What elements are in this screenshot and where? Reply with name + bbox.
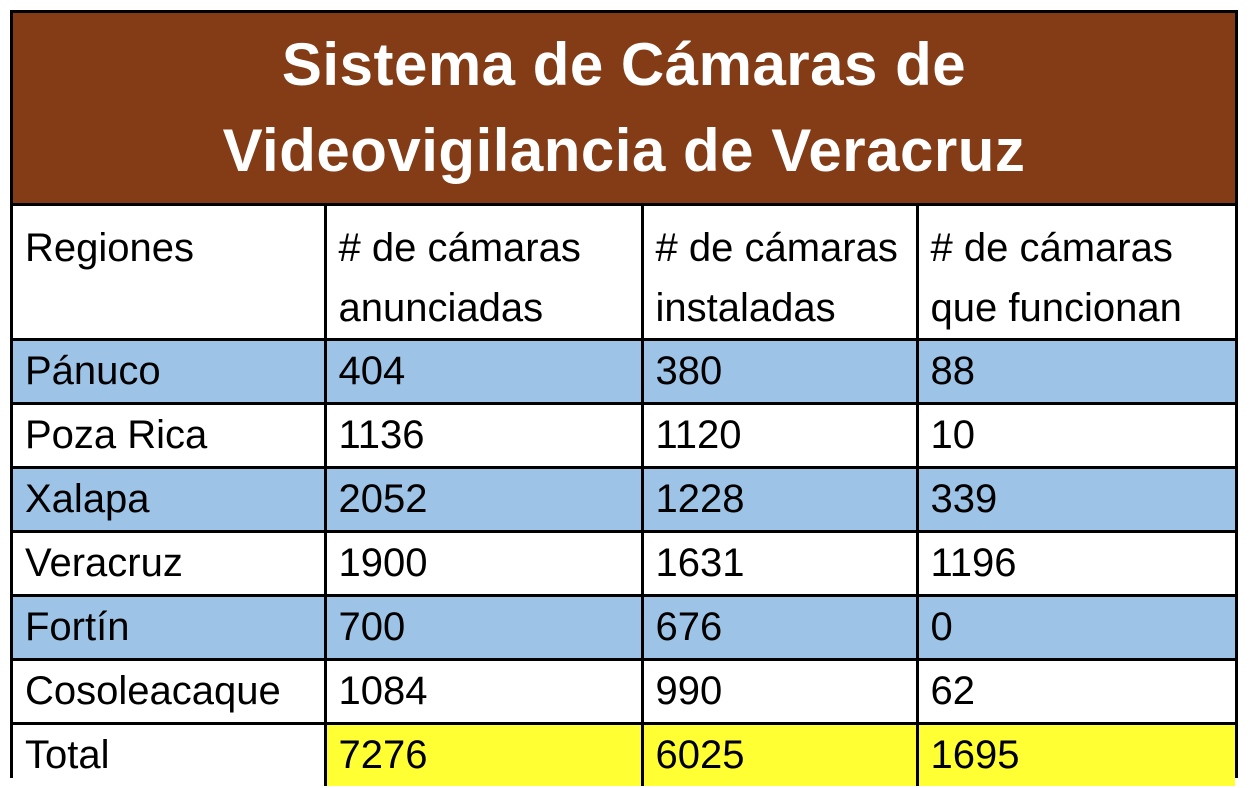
region-cell: Poza Rica <box>13 402 327 469</box>
table-row: Fortín 700 676 0 <box>13 594 1235 661</box>
region-cell: Veracruz <box>13 530 327 597</box>
table-row: Pánuco 404 380 88 <box>13 338 1235 405</box>
total-label-cell: Total <box>13 722 327 786</box>
installed-cell: 1228 <box>640 466 919 533</box>
working-cell: 0 <box>915 594 1235 661</box>
working-cell: 10 <box>915 402 1235 469</box>
installed-cell: 676 <box>640 594 919 661</box>
announced-cell: 404 <box>323 338 644 405</box>
table-row: Cosoleacaque 1084 990 62 <box>13 658 1235 725</box>
header-instaladas-line-2: instaladas <box>655 286 836 330</box>
header-row: Regiones # de cámaras anunciadas # de cá… <box>13 206 1235 341</box>
table-row: Poza Rica 1136 1120 10 <box>13 402 1235 469</box>
header-cell-regiones: Regiones <box>13 206 327 341</box>
announced-cell: 700 <box>323 594 644 661</box>
installed-cell: 380 <box>640 338 919 405</box>
working-cell: 88 <box>915 338 1235 405</box>
table-frame: Sistema de Cámaras de Videovigilancia de… <box>10 10 1238 786</box>
region-cell: Xalapa <box>13 466 327 533</box>
header-cell-instaladas: # de cámaras instaladas <box>640 206 919 341</box>
header-regiones-line-1: Regiones <box>25 226 195 270</box>
header-funcionan-line-2: que funcionan <box>930 286 1182 330</box>
data-table: Regiones # de cámaras anunciadas # de cá… <box>13 206 1235 786</box>
announced-cell: 1900 <box>323 530 644 597</box>
installed-cell: 990 <box>640 658 919 725</box>
installed-cell: 1631 <box>640 530 919 597</box>
header-funcionan-line-1: # de cámaras <box>930 226 1173 270</box>
total-working-cell: 1695 <box>915 722 1235 786</box>
installed-cell: 1120 <box>640 402 919 469</box>
announced-cell: 1084 <box>323 658 644 725</box>
header-instaladas-line-1: # de cámaras <box>655 226 898 270</box>
table-title: Sistema de Cámaras de Videovigilancia de… <box>13 13 1235 206</box>
region-cell: Fortín <box>13 594 327 661</box>
total-announced-cell: 7276 <box>323 722 644 786</box>
working-cell: 339 <box>915 466 1235 533</box>
region-cell: Pánuco <box>13 338 327 405</box>
working-cell: 62 <box>915 658 1235 725</box>
table-row: Xalapa 2052 1228 339 <box>13 466 1235 533</box>
announced-cell: 2052 <box>323 466 644 533</box>
total-row: Total 7276 6025 1695 <box>13 722 1235 786</box>
header-anunciadas-line-1: # de cámaras <box>338 226 581 270</box>
announced-cell: 1136 <box>323 402 644 469</box>
region-cell: Cosoleacaque <box>13 658 327 725</box>
total-installed-cell: 6025 <box>640 722 919 786</box>
table-row: Veracruz 1900 1631 1196 <box>13 530 1235 597</box>
title-line-1: Sistema de Cámaras de <box>281 31 967 98</box>
header-cell-anunciadas: # de cámaras anunciadas <box>323 206 644 341</box>
header-anunciadas-line-2: anunciadas <box>338 286 544 330</box>
title-line-2: Videovigilancia de Veracruz <box>222 117 1026 184</box>
working-cell: 1196 <box>915 530 1235 597</box>
header-cell-funcionan: # de cámaras que funcionan <box>915 206 1235 341</box>
